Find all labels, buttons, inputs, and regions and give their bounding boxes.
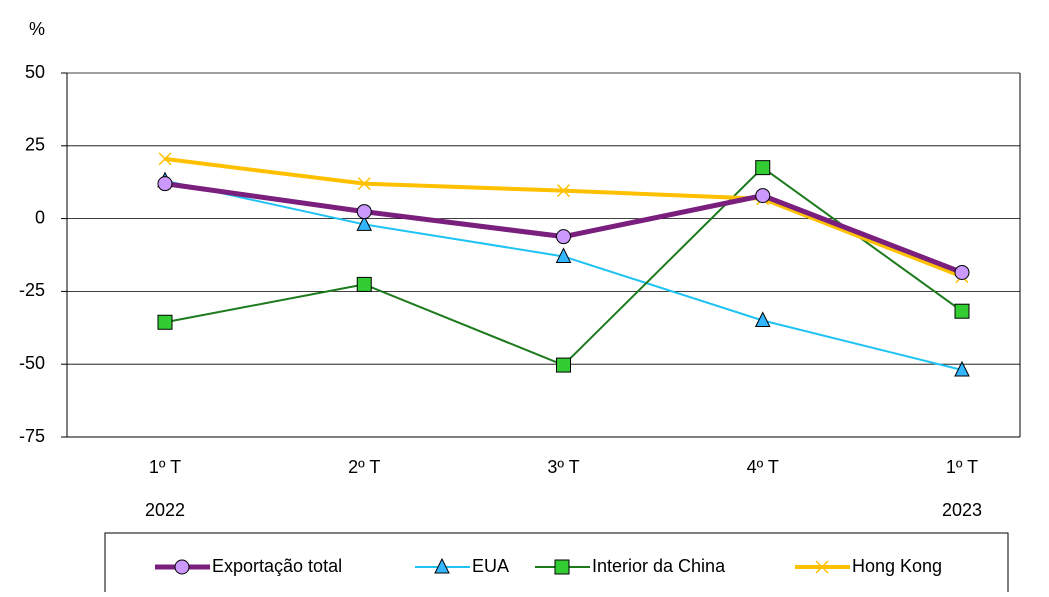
- marker: [356, 276, 372, 292]
- y-tick-label: 25: [25, 135, 45, 155]
- series-line: [164, 166, 963, 367]
- marker: [754, 311, 771, 328]
- marker: [954, 303, 970, 319]
- legend-label: EUA: [472, 556, 509, 576]
- y-tick-label: -75: [19, 426, 45, 446]
- y-tick-label: -25: [19, 280, 45, 300]
- y-tick-label: 0: [35, 207, 45, 227]
- marker: [755, 188, 771, 204]
- marker: [556, 229, 571, 245]
- marker: [157, 176, 173, 192]
- y-tick-label: 50: [25, 62, 45, 82]
- marker: [174, 559, 190, 575]
- marker: [356, 204, 372, 220]
- x-tick-label: 3º T: [547, 457, 579, 477]
- marker: [158, 152, 172, 166]
- x-tick-label: 1º T: [946, 457, 978, 477]
- legend-label: Interior da China: [592, 556, 726, 576]
- year-label: 2022: [145, 500, 185, 520]
- y-tick-label: -50: [19, 353, 45, 373]
- x-tick-label: 2º T: [348, 457, 380, 477]
- legend-label: Exportação total: [212, 556, 342, 576]
- marker: [755, 160, 771, 176]
- marker: [356, 215, 373, 231]
- marker: [555, 247, 572, 263]
- marker: [954, 264, 970, 280]
- legend-label: Hong Kong: [852, 556, 942, 576]
- marker: [954, 360, 970, 377]
- marker: [556, 184, 571, 198]
- marker: [357, 177, 371, 191]
- y-axis-label: %: [29, 19, 45, 39]
- marker: [434, 557, 450, 574]
- year-label: 2023: [942, 500, 982, 520]
- x-tick-label: 4º T: [747, 457, 779, 477]
- marker: [815, 560, 829, 574]
- marker: [554, 559, 570, 575]
- x-tick-label: 1º T: [149, 457, 181, 477]
- series-line: [164, 179, 963, 371]
- marker: [556, 357, 571, 373]
- marker: [157, 314, 173, 330]
